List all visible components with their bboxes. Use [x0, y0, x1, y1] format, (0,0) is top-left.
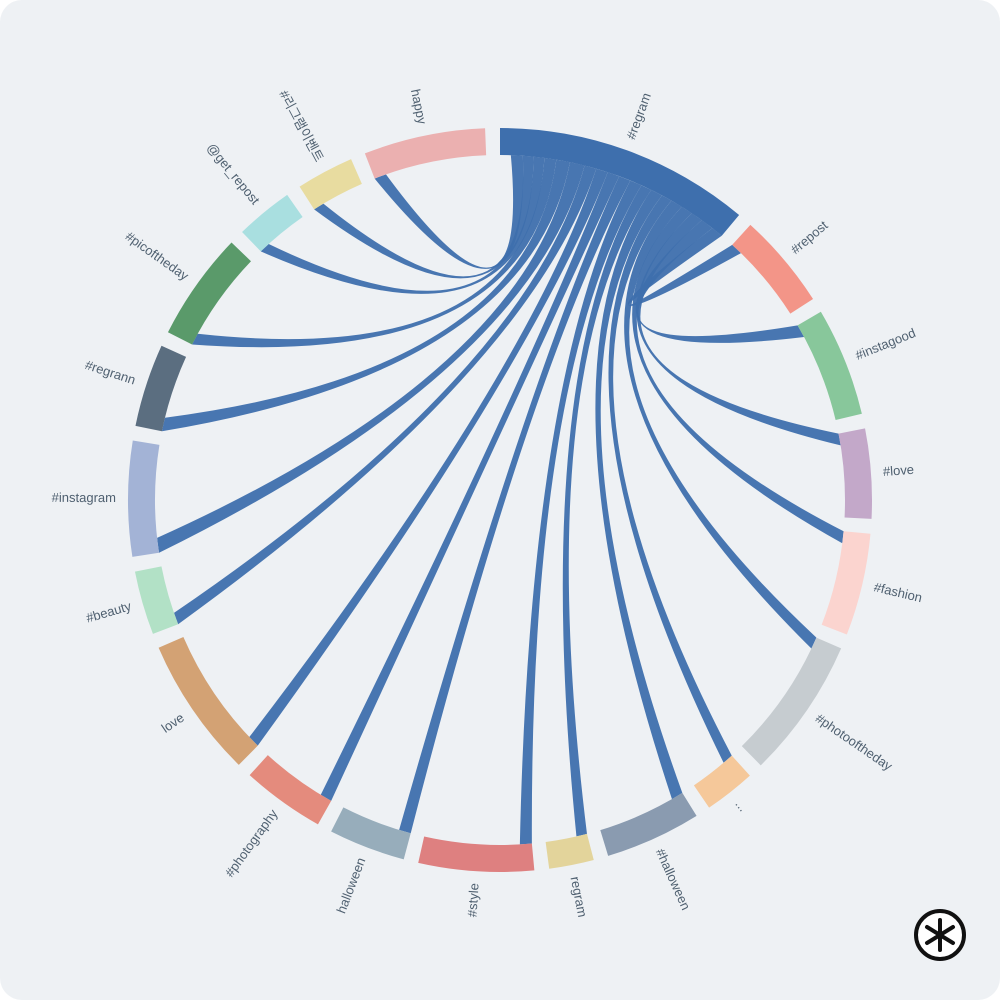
- ribbon: [399, 176, 631, 834]
- node-arc: [797, 311, 862, 421]
- node-arc: [500, 128, 740, 236]
- node-label: #style: [464, 883, 481, 918]
- ribbon: [192, 157, 557, 348]
- node-label: happy: [408, 88, 430, 126]
- node-arc: [741, 637, 842, 766]
- node-arc: [134, 566, 179, 634]
- node-arc: [128, 440, 160, 557]
- node-arc: [135, 345, 187, 432]
- node-arc: [167, 242, 251, 345]
- ribbons: [157, 155, 844, 845]
- node-arc: [821, 531, 871, 635]
- node-arc: [545, 833, 594, 869]
- ribbon: [161, 159, 570, 432]
- node-arc: [732, 224, 814, 314]
- node-label: #instagram: [52, 490, 116, 505]
- node-arc: [364, 128, 487, 179]
- logo: [914, 909, 966, 961]
- ribbon: [320, 172, 620, 801]
- node-label: #love: [882, 462, 914, 479]
- node-arc: [838, 428, 872, 519]
- ribbon: [562, 185, 652, 837]
- ribbon: [624, 200, 817, 649]
- node-arc: [158, 637, 258, 765]
- ribbon: [595, 189, 683, 800]
- node-arc: [693, 755, 750, 808]
- ribbon: [635, 220, 805, 343]
- ribbon: [519, 180, 642, 845]
- node-arc: [331, 807, 411, 860]
- node-arc: [242, 194, 303, 252]
- node-arc: [600, 792, 697, 856]
- node-arc: [299, 159, 362, 210]
- node-arc: [249, 755, 332, 825]
- ribbon: [374, 155, 524, 269]
- node-arc: [418, 836, 535, 873]
